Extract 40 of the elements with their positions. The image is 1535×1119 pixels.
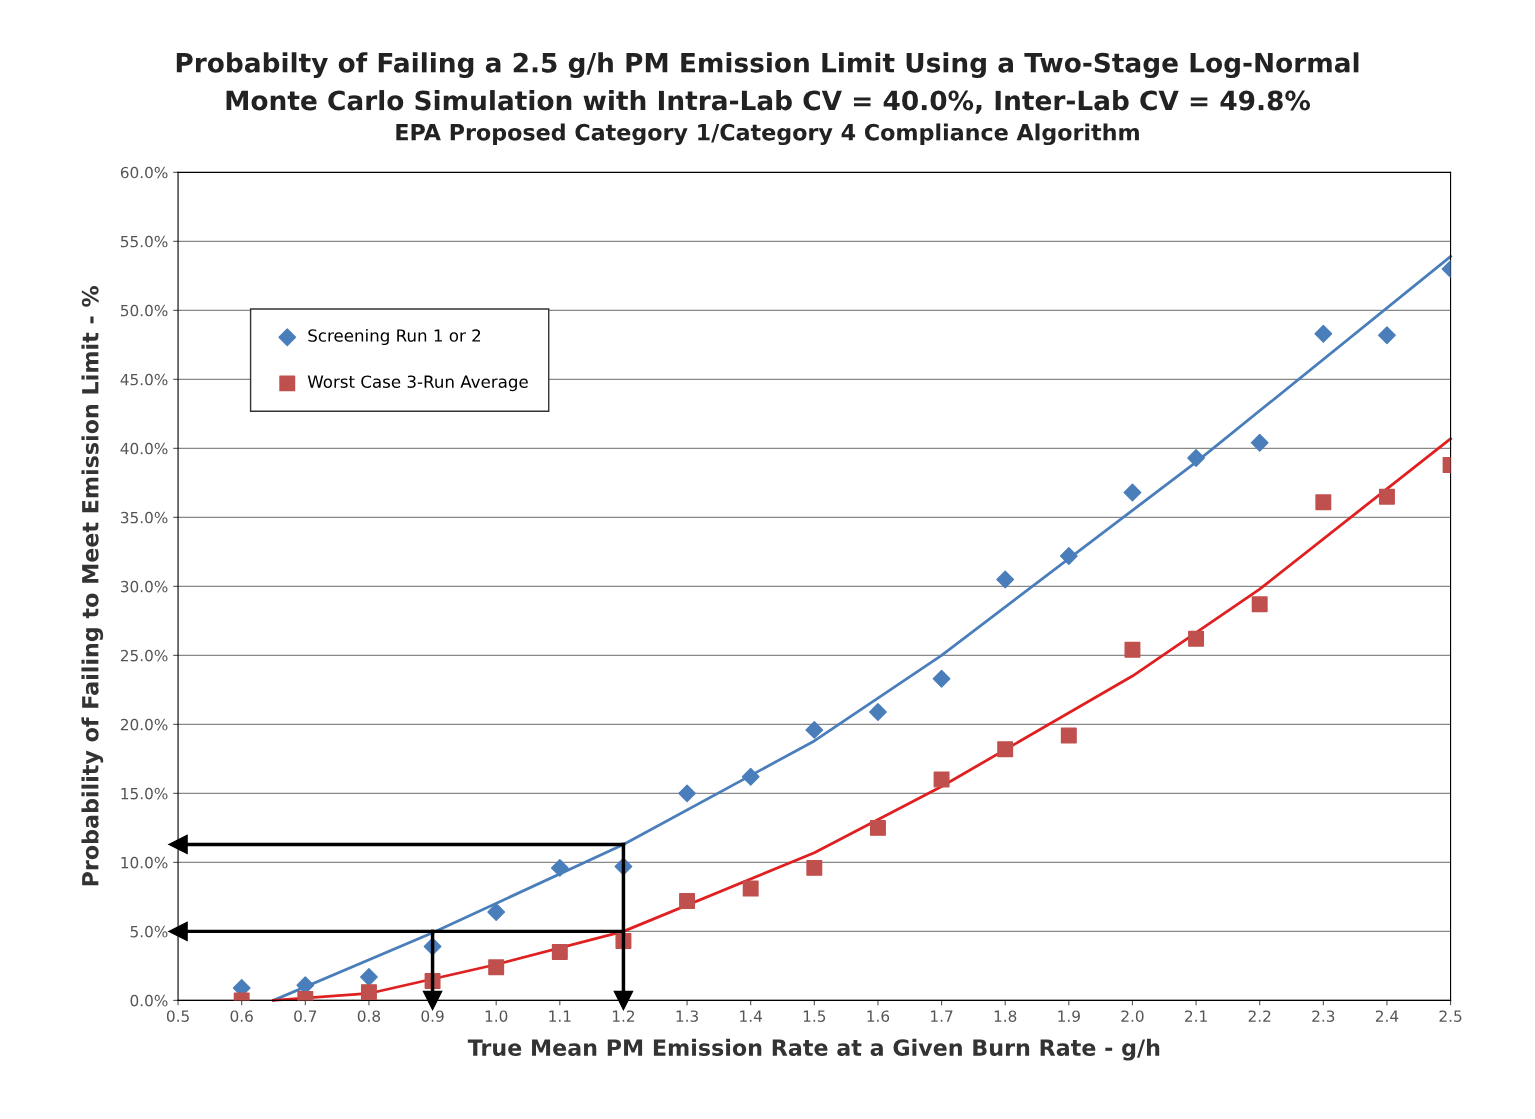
x-tick-label: 0.5 — [166, 1010, 189, 1022]
y-tick-label: 45.0% — [120, 373, 168, 386]
y-tick-label: 25.0% — [120, 649, 168, 662]
y-tick-label: 50.0% — [120, 304, 168, 317]
x-tick-label: 1.8 — [994, 1010, 1017, 1022]
x-tick-label: 2.2 — [1248, 1010, 1271, 1022]
x-tick-label: 1.0 — [485, 1010, 508, 1022]
y-tick-label: 30.0% — [120, 580, 168, 593]
y-tick-label: 55.0% — [120, 235, 168, 248]
y-axis-title: Probability of Failing to Meet Emission Limit - % — [81, 286, 104, 886]
y-tick-label: 60.0% — [120, 166, 168, 179]
x-tick-label: 2.1 — [1185, 1010, 1207, 1022]
x-tick-label: 1.6 — [867, 1010, 890, 1022]
y-tick-label: 40.0% — [120, 442, 168, 455]
x-tick-label: 1.5 — [803, 1010, 826, 1022]
x-tick-label: 2.5 — [1439, 1010, 1462, 1022]
x-tick-label: 2.0 — [1121, 1010, 1144, 1022]
x-tick-label: 1.4 — [740, 1010, 762, 1022]
y-tick-label: 20.0% — [120, 718, 168, 731]
x-tick-label: 0.6 — [230, 1010, 253, 1022]
x-axis-title: True Mean PM Emission Rate at a Given Burn Rate - g/h — [467, 1038, 1160, 1061]
x-tick-label: 0.9 — [421, 1010, 444, 1022]
x-tick-label: 2.4 — [1375, 1010, 1399, 1022]
y-tick-label: 10.0% — [121, 856, 168, 869]
x-tick-label: 1.9 — [1058, 1010, 1080, 1022]
x-tick-label: 0.7 — [294, 1010, 317, 1022]
y-tick-label: 5.0% — [130, 925, 168, 938]
y-tick-label: 15.0% — [121, 787, 168, 800]
chart-title: Probabilty of Failing a 2.5 g/h PM Emission Limit Using a Two-Stage Log-Normal Monte Carlo Simulation with Intra-Lab CV = 40.0%, Inter-Lab CV = 49.8% — [176, 52, 1359, 114]
x-tick-label: 1.1 — [549, 1010, 571, 1022]
chart-subtitle: EPA Proposed Category 1/Category 4 Compliance Algorithm — [396, 123, 1139, 146]
x-tick-label: 1.2 — [612, 1010, 635, 1022]
x-tick-label: 2.3 — [1312, 1010, 1335, 1022]
y-tick-label: 35.0% — [120, 511, 168, 524]
y-tick-label: 0.0% — [130, 994, 168, 1007]
legend-label: Screening Run 1 or 2 — [308, 328, 481, 346]
x-tick-label: 1.7 — [931, 1010, 953, 1022]
x-tick-label: 0.8 — [357, 1010, 381, 1022]
legend-label: Worst Case 3-Run Average — [307, 375, 528, 392]
x-tick-label: 1.3 — [676, 1010, 698, 1022]
